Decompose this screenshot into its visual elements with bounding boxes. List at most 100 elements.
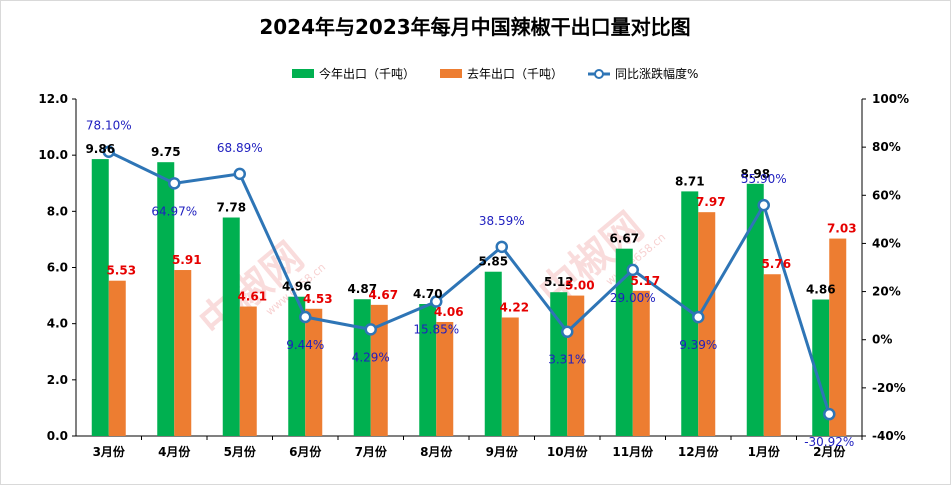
label-growth-pct: 55.90% <box>741 172 787 186</box>
growth-point <box>364 323 377 336</box>
legend-label-growth: 同比涨跌幅度% <box>615 66 698 81</box>
label-growth-pct: 68.89% <box>217 141 263 155</box>
label-previous-year: 4.53 <box>303 292 333 306</box>
bar-current-year <box>91 159 109 436</box>
chart-title: 2024年与2023年每月中国辣椒干出口量对比图 <box>259 15 690 39</box>
x-tick-label: 8月份 <box>420 444 453 459</box>
data-labels: 9.86 9.75 7.78 4.96 4.87 4.70 5.85 5.12 6.67 8.71… <box>85 119 856 449</box>
left-tick-label: 10.0 <box>38 148 68 162</box>
x-tick-label: 10月份 <box>547 444 589 459</box>
growth-line <box>102 145 836 421</box>
label-growth-pct: 64.97% <box>151 204 197 218</box>
right-tick-label: 0% <box>872 333 892 347</box>
growth-point <box>102 145 115 158</box>
left-tick-label: 6.0 <box>47 261 68 275</box>
left-tick-label: 0.0 <box>47 429 68 443</box>
bar-previous-year <box>436 321 454 436</box>
x-tick-label: 12月份 <box>678 444 720 459</box>
left-tick-label: 8.0 <box>47 204 68 218</box>
x-tick-label: 1月份 <box>748 444 781 459</box>
label-previous-year: 7.03 <box>827 222 857 236</box>
label-growth-pct: -30.92% <box>804 435 854 449</box>
x-tick-label: 5月份 <box>224 444 257 459</box>
label-current-year: 4.86 <box>806 283 836 297</box>
legend: 今年出口（千吨） 去年出口（千吨） 同比涨跌幅度% <box>292 66 698 81</box>
legend-label-previous: 去年出口（千吨） <box>467 67 563 81</box>
bar-current-year <box>353 299 371 436</box>
label-growth-pct: 15.85% <box>413 323 459 337</box>
label-previous-year: 5.91 <box>172 253 202 267</box>
label-current-year: 9.86 <box>85 142 115 156</box>
bar-previous-year <box>632 290 650 436</box>
x-tick-label: 6月份 <box>289 444 322 459</box>
label-growth-pct: 4.29% <box>352 350 390 364</box>
right-tick-label: 60% <box>872 188 901 202</box>
left-tick-label: 12.0 <box>38 92 68 106</box>
bar-previous-year <box>698 212 716 436</box>
label-previous-year: 4.06 <box>434 305 464 319</box>
growth-point <box>495 240 508 254</box>
x-tick-label: 2月份 <box>813 444 846 459</box>
label-current-year: 8.98 <box>740 167 770 181</box>
bar-current-year <box>222 217 240 436</box>
right-tick-label: 20% <box>872 285 901 299</box>
label-previous-year: 5.17 <box>630 274 660 288</box>
x-tick-label: 11月份 <box>612 444 654 459</box>
right-tick-label: 100% <box>872 92 909 106</box>
label-previous-year: 4.67 <box>368 288 398 302</box>
growth-point <box>299 310 312 324</box>
growth-point <box>233 167 246 181</box>
label-current-year: 8.71 <box>675 174 705 188</box>
growth-point <box>626 263 639 277</box>
label-growth-pct: 3.31% <box>548 353 586 367</box>
growth-point <box>757 198 770 212</box>
bar-previous-year <box>501 317 519 436</box>
growth-point <box>692 310 705 324</box>
x-tick-label: 3月份 <box>93 444 126 459</box>
legend-marker-growth <box>594 69 604 79</box>
label-growth-pct: 9.39% <box>679 338 717 352</box>
bar-current-year <box>157 162 175 436</box>
label-growth-pct: 38.59% <box>479 214 525 228</box>
axes: 0.0 2.0 4.0 6.0 8.0 10.0 12.0 -40% -20% 0% 20% 40% 6… <box>38 92 909 459</box>
label-current-year: 9.75 <box>151 145 181 159</box>
growth-line-path <box>108 150 831 415</box>
right-tick-label: -20% <box>872 381 906 395</box>
bar-previous-year <box>108 280 126 436</box>
bar-previous-year <box>174 270 192 436</box>
bar-previous-year <box>305 308 323 436</box>
bar-current-year <box>681 191 699 436</box>
bar-current-year <box>419 304 437 436</box>
growth-point <box>561 325 574 338</box>
left-tick-label: 4.0 <box>47 317 68 331</box>
left-tick-label: 2.0 <box>47 373 68 387</box>
label-current-year: 4.87 <box>347 282 377 296</box>
label-previous-year: 5.76 <box>761 257 791 271</box>
label-previous-year: 7.97 <box>696 195 726 209</box>
right-tick-label: 40% <box>872 236 901 250</box>
bar-current-year <box>746 183 764 436</box>
bar-previous-year <box>829 238 847 436</box>
growth-point <box>168 177 181 190</box>
bar-previous-year <box>239 306 257 436</box>
bar-current-year <box>484 271 502 436</box>
label-current-year: 6.67 <box>609 232 639 246</box>
x-tick-label: 4月份 <box>158 444 191 459</box>
label-current-year: 5.85 <box>478 255 508 269</box>
label-previous-year: 5.00 <box>565 279 595 293</box>
right-tick-label: -40% <box>872 429 906 443</box>
growth-point <box>823 407 836 421</box>
growth-point <box>430 295 443 308</box>
label-growth-pct: 9.44% <box>286 338 324 352</box>
bar-current-year <box>615 248 633 436</box>
label-current-year: 5.12 <box>544 275 574 289</box>
x-tick-label: 9月份 <box>486 444 519 459</box>
label-growth-pct: 29.00% <box>610 291 656 305</box>
legend-label-current: 今年出口（千吨） <box>319 66 415 81</box>
label-current-year: 4.96 <box>282 280 312 294</box>
bar-current-year <box>288 296 306 436</box>
bars <box>91 159 847 436</box>
right-tick-label: 80% <box>872 140 901 154</box>
label-previous-year: 4.22 <box>499 300 529 314</box>
